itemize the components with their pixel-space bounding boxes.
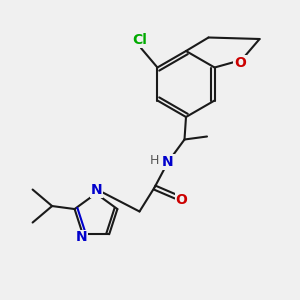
Text: Cl: Cl (132, 34, 147, 47)
Text: N: N (76, 230, 87, 244)
Text: O: O (234, 56, 246, 70)
Text: H: H (150, 154, 159, 167)
Text: O: O (176, 193, 188, 206)
Text: N: N (91, 184, 102, 197)
Text: N: N (162, 155, 174, 169)
